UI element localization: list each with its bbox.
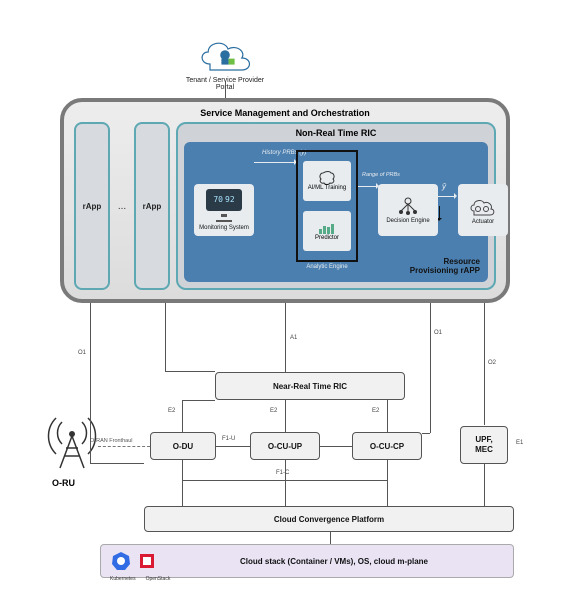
arrow-to-actuator [438, 196, 456, 197]
cloud-convergence: Cloud Convergence Platform [144, 506, 514, 532]
wire-a1 [285, 303, 286, 372]
cloud-to-smo-line [225, 82, 226, 98]
range-label: Range of PRBs [362, 172, 400, 178]
mon-num-2: 92 [225, 195, 235, 204]
o1-label-right: O1 [434, 330, 442, 336]
decision-engine: Decision Engine [378, 184, 438, 236]
cloud-stack-label: Cloud stack (Container / VMs), OS, cloud… [165, 557, 503, 566]
resource-rapp-label: Resource Provisioning rAPP [410, 258, 480, 276]
actuator-label: Actuator [472, 219, 494, 225]
e2-label-2: E2 [270, 408, 277, 414]
non-rt-title: Non-Real Time RIC [184, 128, 488, 138]
e2-label-3: E2 [372, 408, 379, 414]
rapp-dots: ... [116, 122, 128, 290]
arrow-history [254, 162, 296, 163]
e1-label: E1 [516, 440, 523, 446]
brain-icon [317, 171, 337, 185]
wire-o1-right [430, 303, 431, 433]
o-cu-cp: O-CU-CP [352, 432, 422, 460]
actuator-icon [468, 195, 498, 219]
o2-label: O2 [488, 360, 496, 366]
cloud-icon [195, 35, 255, 75]
f1u-label: F1-U [222, 436, 235, 442]
rapp-box-2: rApp [134, 122, 170, 290]
smo-title: Service Management and Orchestration [74, 108, 496, 118]
o-cu-up: O-CU-UP [250, 432, 320, 460]
fronthaul-label: O-RAN Fronthaul [90, 438, 133, 444]
wire-o1-left [90, 303, 91, 463]
analytic-engine: AI/ML Training Predictor [296, 150, 358, 262]
o1-label-left: O1 [78, 350, 86, 356]
resource-provisioning-rapp: History PRBs (y) 70 92 Monitoring System [184, 142, 488, 282]
chart-icon [317, 221, 337, 235]
rapp-box-1: rApp [74, 122, 110, 290]
monitoring-label: Monitoring System [199, 225, 249, 232]
openstack-icon [137, 551, 157, 571]
wire-o1-left-h [90, 463, 144, 464]
arrow-to-decision [358, 186, 378, 187]
wire-e2-1 [165, 303, 166, 371]
decision-icon [395, 196, 421, 216]
non-rt-ric: Non-Real Time RIC History PRBs (y) 70 92… [176, 122, 496, 290]
openstack-label: OpenStack [146, 576, 171, 582]
fronthaul-line [98, 446, 150, 447]
f1c-label: F1-C [276, 470, 289, 476]
o-du: O-DU [150, 432, 216, 460]
near-rt-ric: Near-Real Time RIC [215, 372, 405, 400]
actuator: Actuator [458, 184, 508, 236]
arrow-aiml-pred [439, 206, 440, 220]
a1-label: A1 [290, 335, 297, 341]
yhat-label: ŷ [442, 182, 446, 191]
monitoring-system: 70 92 Monitoring System [194, 184, 254, 236]
analytic-label: Analytic Engine [296, 264, 358, 270]
decision-label: Decision Engine [386, 218, 429, 224]
e2-label-1: E2 [168, 408, 175, 414]
oru-label: O-RU [52, 478, 75, 488]
upf-mec: UPF, MEC [460, 426, 508, 464]
cloud-stack: Cloud stack (Container / VMs), OS, cloud… [100, 544, 514, 578]
k8s-label: Kubernetes [110, 576, 136, 582]
mon-num-1: 70 [213, 195, 223, 204]
aiml-training: AI/ML Training [303, 161, 351, 201]
wire-o2 [484, 303, 485, 425]
smo-container: Service Management and Orchestration rAp… [60, 98, 510, 303]
kubernetes-icon [111, 551, 131, 571]
predictor: Predictor [303, 211, 351, 251]
